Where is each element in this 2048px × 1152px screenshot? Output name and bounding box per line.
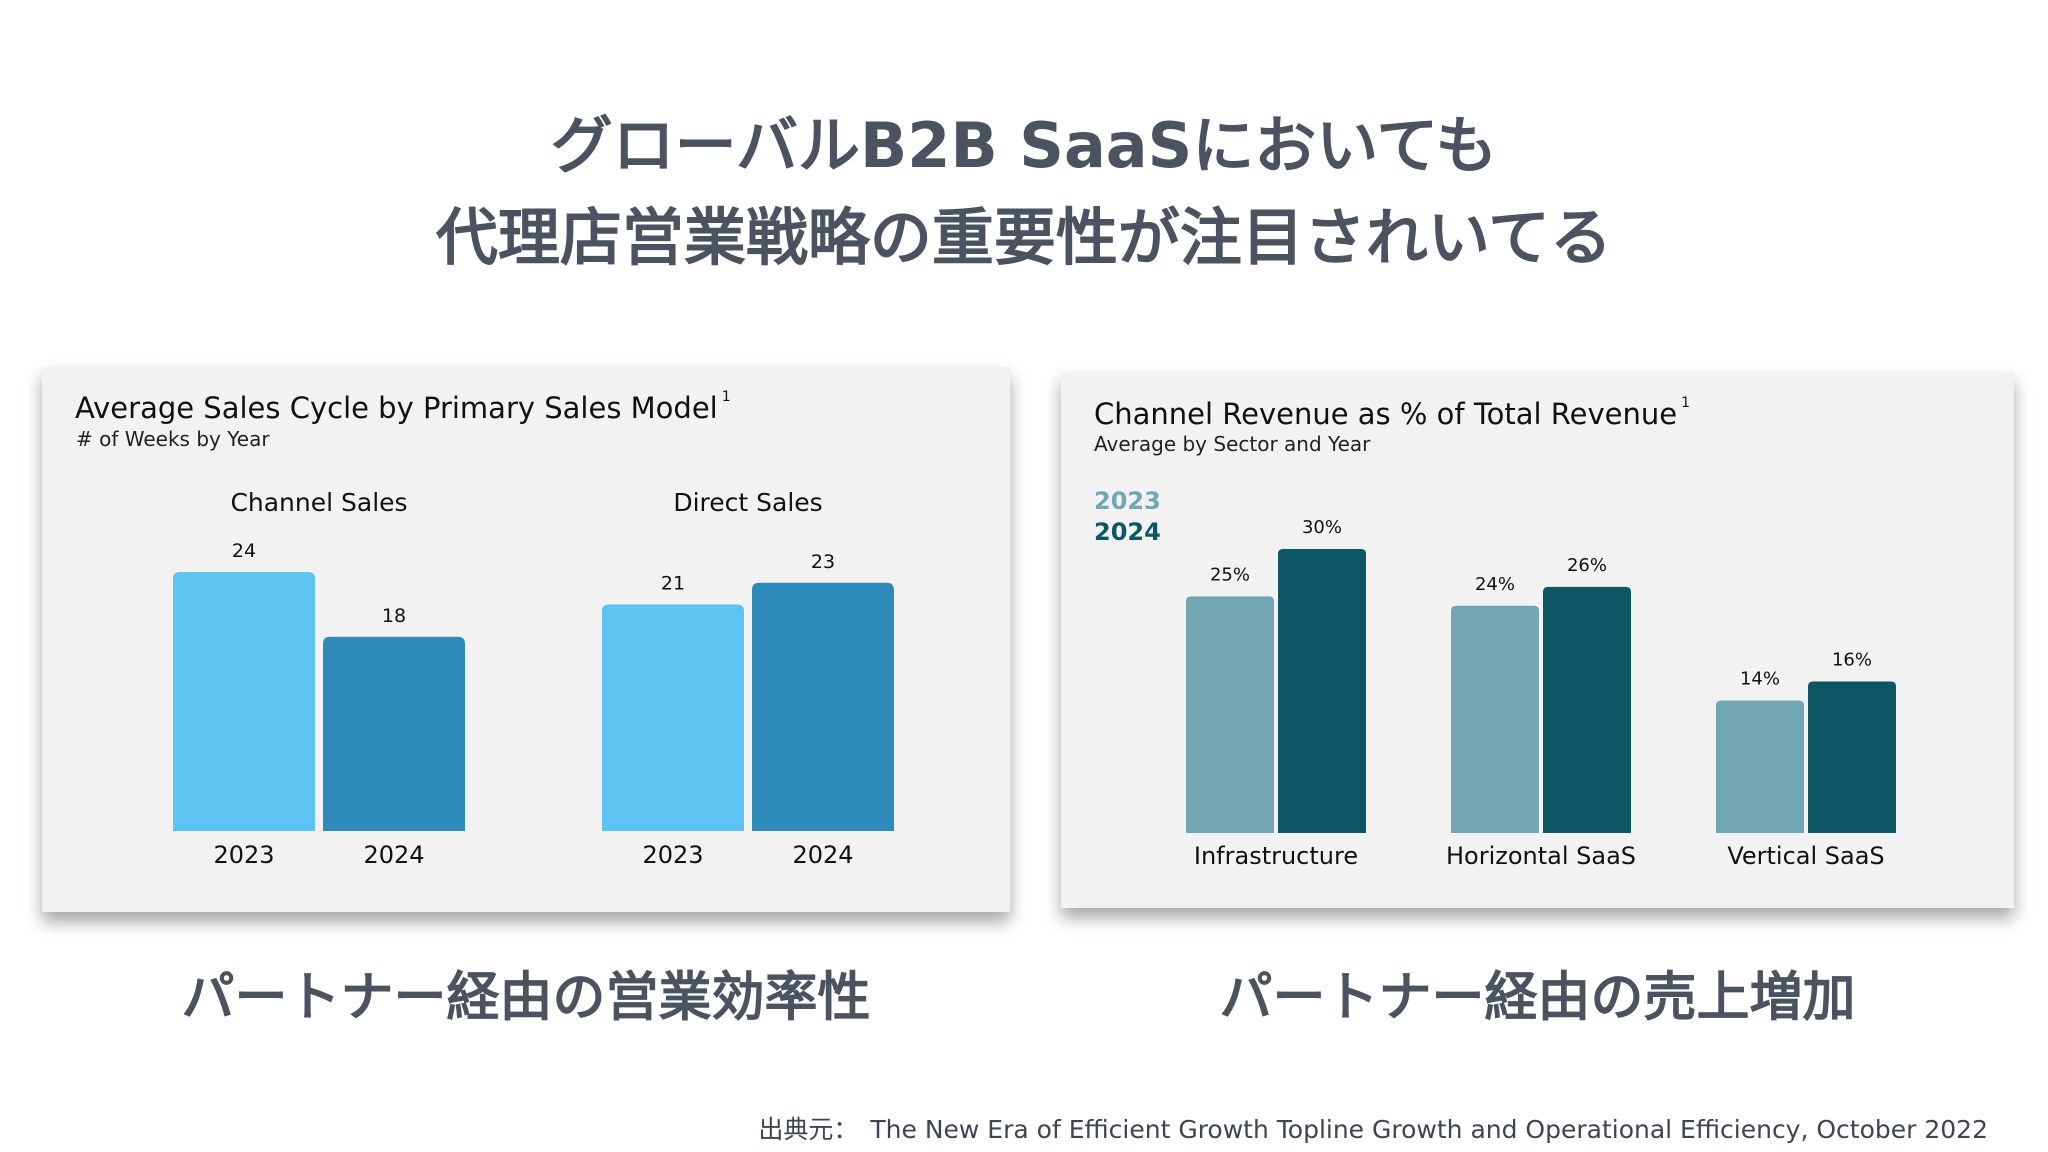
vertical-saas-category-label: Vertical SaaS xyxy=(1727,842,1884,870)
direct-sales-value-label-2023: 21 xyxy=(661,572,685,594)
sales-cycle-title-text: Average Sales Cycle by Primary Sales Mod… xyxy=(75,391,718,425)
sales-cycle-chart: Channel Sales 24 2023 18 2024 Direct Sales 21 2… xyxy=(173,488,894,869)
sales-cycle-chart-subtitle: # of Weeks by Year xyxy=(76,427,270,451)
channel-sales-group-label: Channel Sales xyxy=(230,488,407,517)
vertical-saas-value-label-2024: 16% xyxy=(1832,650,1872,671)
channel-revenue-footnote: 1 xyxy=(1681,395,1690,412)
vertical-saas-bar-2023 xyxy=(1716,700,1804,833)
channel-sales-year-label-2023: 2023 xyxy=(213,841,274,869)
sales-cycle-footnote: 1 xyxy=(721,389,731,406)
channel-revenue-chart: 2023 2024 25% 30% Infrastructure 24% 26% Horizo… xyxy=(1094,487,1896,870)
direct-sales-value-label-2024: 23 xyxy=(811,551,835,573)
horizontal-saas-bar-2024 xyxy=(1543,586,1631,833)
horizontal-saas-value-label-2023: 24% xyxy=(1475,574,1515,595)
channel-revenue-title-text: Channel Revenue as % of Total Revenue xyxy=(1094,397,1678,431)
channel-sales-value-label-2024: 18 xyxy=(382,605,406,627)
legend-2024: 2024 xyxy=(1094,518,1161,546)
channel-sales-bar-2024 xyxy=(323,636,465,831)
horizontal-saas-bar-2023 xyxy=(1451,605,1539,833)
revenue-increase-caption: パートナー経由の売上増加 xyxy=(1219,967,1856,1028)
direct-sales-bar-2023 xyxy=(602,604,744,831)
horizontal-saas-value-label-2024: 26% xyxy=(1567,555,1607,576)
direct-sales-year-label-2024: 2024 xyxy=(792,841,853,869)
channel-sales-bar-2023 xyxy=(173,572,315,831)
sales-cycle-chart-card: Average Sales Cycle by Primary Sales Mod… xyxy=(42,367,1010,912)
infrastructure-category-label: Infrastructure xyxy=(1194,842,1358,870)
legend-2023: 2023 xyxy=(1094,487,1161,515)
channel-sales-value-label-2023: 24 xyxy=(232,540,256,562)
direct-sales-group-label: Direct Sales xyxy=(673,488,822,517)
source-citation: 出典元： The New Era of Efficient Growth Topl… xyxy=(758,1110,1988,1146)
direct-sales-year-label-2023: 2023 xyxy=(642,841,703,869)
source-label: 出典元： xyxy=(758,1115,859,1144)
channel-revenue-chart-card: Channel Revenue as % of Total Revenue 1 A… xyxy=(1061,372,2014,908)
headline-line-1: グローバルB2B SaaSにおいても xyxy=(550,109,1498,182)
horizontal-saas-category-label: Horizontal SaaS xyxy=(1446,842,1636,870)
infrastructure-bar-2024 xyxy=(1278,549,1366,833)
sales-efficiency-caption: パートナー経由の営業効率性 xyxy=(181,967,871,1028)
sales-cycle-chart-title: Average Sales Cycle by Primary Sales Mod… xyxy=(75,389,731,425)
source-text: The New Era of Efficient Growth Topline … xyxy=(870,1115,1988,1144)
channel-revenue-chart-subtitle: Average by Sector and Year xyxy=(1094,432,1371,456)
infrastructure-bar-2023 xyxy=(1186,596,1274,833)
direct-sales-bar-2024 xyxy=(752,582,894,831)
infrastructure-value-label-2024: 30% xyxy=(1302,517,1342,538)
channel-revenue-chart-title: Channel Revenue as % of Total Revenue 1 xyxy=(1094,395,1690,431)
headline-line-2: 代理店営業戦略の重要性が注目されいてる xyxy=(435,201,1613,274)
channel-sales-year-label-2024: 2024 xyxy=(363,841,424,869)
vertical-saas-bar-2024 xyxy=(1808,681,1896,833)
infrastructure-value-label-2023: 25% xyxy=(1210,564,1250,585)
vertical-saas-value-label-2023: 14% xyxy=(1740,668,1780,689)
